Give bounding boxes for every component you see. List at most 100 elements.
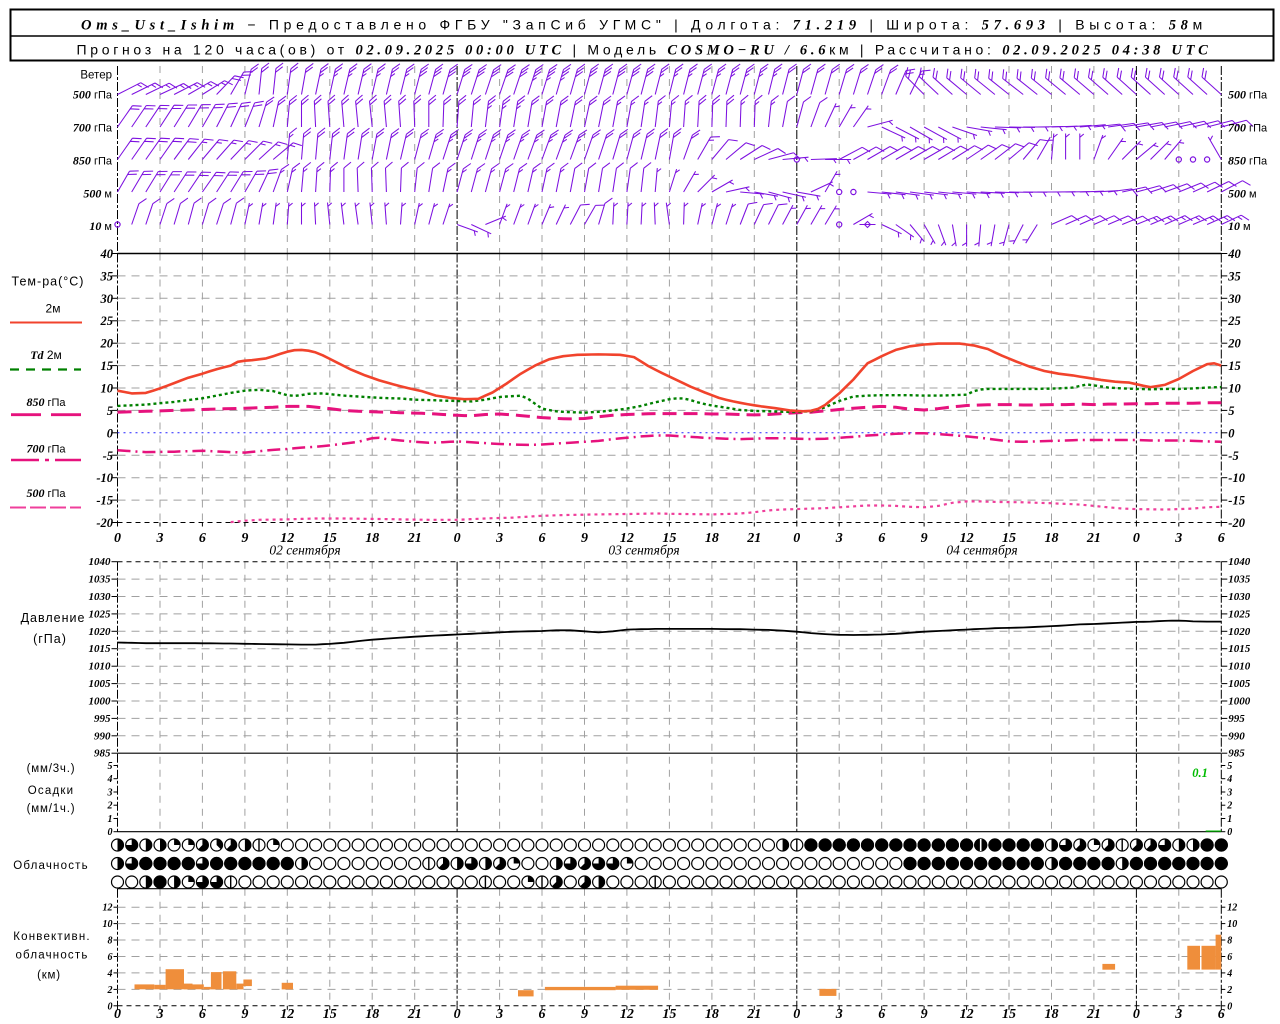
svg-text:500 гПа: 500 гПа	[1228, 88, 1268, 102]
svg-text:9: 9	[241, 531, 248, 546]
svg-text:9: 9	[581, 531, 588, 546]
svg-text:1030: 1030	[89, 591, 112, 603]
svg-text:9: 9	[241, 1007, 248, 1022]
svg-text:18: 18	[1045, 1007, 1059, 1022]
svg-text:3: 3	[156, 1007, 164, 1022]
svg-text:35: 35	[1227, 269, 1241, 283]
svg-text:3: 3	[156, 531, 164, 546]
svg-text:15: 15	[1002, 531, 1016, 546]
svg-text:5: 5	[107, 404, 113, 418]
svg-text:12: 12	[280, 531, 294, 546]
svg-text:1005: 1005	[1228, 678, 1251, 690]
svg-text:21: 21	[407, 1007, 422, 1022]
svg-text:0: 0	[793, 1007, 800, 1022]
svg-text:12: 12	[960, 1007, 974, 1022]
svg-text:-10: -10	[1228, 471, 1245, 485]
svg-text:-15: -15	[1228, 494, 1245, 508]
svg-text:8: 8	[108, 936, 113, 947]
svg-text:6: 6	[108, 952, 113, 963]
svg-text:985: 985	[1228, 748, 1245, 760]
svg-text:15: 15	[1002, 1007, 1016, 1022]
svg-text:0: 0	[1133, 531, 1140, 546]
svg-text:995: 995	[94, 713, 111, 725]
svg-text:1: 1	[108, 814, 113, 825]
svg-text:0: 0	[108, 1001, 113, 1012]
svg-text:1020: 1020	[89, 626, 112, 638]
svg-text:0: 0	[793, 531, 800, 546]
svg-text:10 м: 10 м	[89, 219, 112, 233]
svg-text:3: 3	[107, 788, 113, 799]
svg-text:20: 20	[1227, 337, 1241, 351]
svg-text:3: 3	[835, 1007, 843, 1022]
svg-text:15: 15	[323, 1007, 337, 1022]
svg-text:04 сентября: 04 сентября	[946, 543, 1017, 558]
svg-text:40: 40	[100, 247, 114, 261]
svg-text:(мм/1ч.): (мм/1ч.)	[27, 803, 76, 815]
svg-text:10 м: 10 м	[1228, 219, 1251, 233]
svg-text:Td 2м: Td 2м	[30, 348, 62, 362]
svg-text:15: 15	[662, 531, 676, 546]
svg-text:1005: 1005	[89, 678, 112, 690]
svg-text:-15: -15	[96, 494, 113, 508]
svg-text:-20: -20	[1228, 516, 1245, 530]
svg-text:21: 21	[746, 531, 761, 546]
svg-text:1040: 1040	[1228, 556, 1251, 568]
svg-text:5: 5	[1227, 761, 1232, 772]
svg-text:Осадки: Осадки	[28, 785, 74, 797]
svg-text:10: 10	[101, 382, 114, 396]
svg-text:985: 985	[94, 748, 111, 760]
svg-text:18: 18	[1045, 531, 1059, 546]
svg-text:1025: 1025	[89, 608, 112, 620]
svg-text:3: 3	[835, 531, 843, 546]
svg-text:21: 21	[1086, 1007, 1101, 1022]
svg-text:5: 5	[1228, 404, 1234, 418]
svg-text:Конвективн.: Конвективн.	[13, 931, 91, 943]
svg-text:40: 40	[1227, 247, 1241, 261]
svg-text:-10: -10	[96, 471, 113, 485]
svg-text:1020: 1020	[1228, 626, 1251, 638]
svg-text:-20: -20	[96, 516, 113, 530]
svg-text:3: 3	[1174, 531, 1182, 546]
svg-text:6: 6	[878, 531, 885, 546]
svg-text:0: 0	[454, 531, 461, 546]
svg-text:0: 0	[114, 1007, 121, 1022]
svg-text:4: 4	[107, 774, 113, 785]
svg-text:10: 10	[1227, 919, 1237, 930]
svg-text:10: 10	[103, 919, 113, 930]
svg-text:1010: 1010	[1228, 661, 1251, 673]
svg-text:500 м: 500 м	[83, 187, 112, 201]
svg-text:21: 21	[1086, 531, 1101, 546]
svg-text:(мм/3ч.): (мм/3ч.)	[27, 763, 76, 775]
svg-text:-5: -5	[1228, 449, 1238, 463]
svg-text:20: 20	[100, 337, 114, 351]
svg-text:(гПа): (гПа)	[33, 632, 67, 646]
svg-text:25: 25	[1227, 314, 1241, 328]
svg-text:500 гПа: 500 гПа	[73, 88, 113, 102]
svg-text:700 гПа: 700 гПа	[73, 121, 113, 135]
svg-text:1010: 1010	[89, 661, 112, 673]
svg-text:18: 18	[705, 531, 719, 546]
svg-text:1015: 1015	[89, 643, 112, 655]
svg-text:995: 995	[1228, 713, 1245, 725]
svg-text:25: 25	[100, 314, 114, 328]
svg-text:990: 990	[1228, 730, 1245, 742]
svg-text:12: 12	[620, 531, 634, 546]
svg-text:850 гПа: 850 гПа	[1228, 153, 1268, 167]
svg-text:1035: 1035	[1228, 574, 1251, 586]
svg-text:Ветер: Ветер	[80, 70, 112, 82]
svg-text:18: 18	[365, 1007, 379, 1022]
svg-text:Oms_Ust_Ishim − Предоставлено: Oms_Ust_Ishim − Предоставлено ФГБУ "ЗапС…	[81, 17, 1207, 34]
svg-text:5: 5	[108, 761, 113, 772]
svg-text:3: 3	[495, 531, 503, 546]
svg-text:9: 9	[921, 531, 928, 546]
svg-text:9: 9	[921, 1007, 928, 1022]
svg-text:500 гПа: 500 гПа	[26, 486, 66, 500]
svg-text:1000: 1000	[1228, 696, 1251, 708]
svg-text:12: 12	[280, 1007, 294, 1022]
svg-text:6: 6	[1218, 531, 1225, 546]
svg-text:2м: 2м	[46, 302, 61, 316]
svg-text:850 гПа: 850 гПа	[26, 395, 66, 409]
svg-text:10: 10	[1228, 382, 1241, 396]
svg-text:2: 2	[1226, 985, 1232, 996]
svg-text:12: 12	[103, 903, 113, 914]
